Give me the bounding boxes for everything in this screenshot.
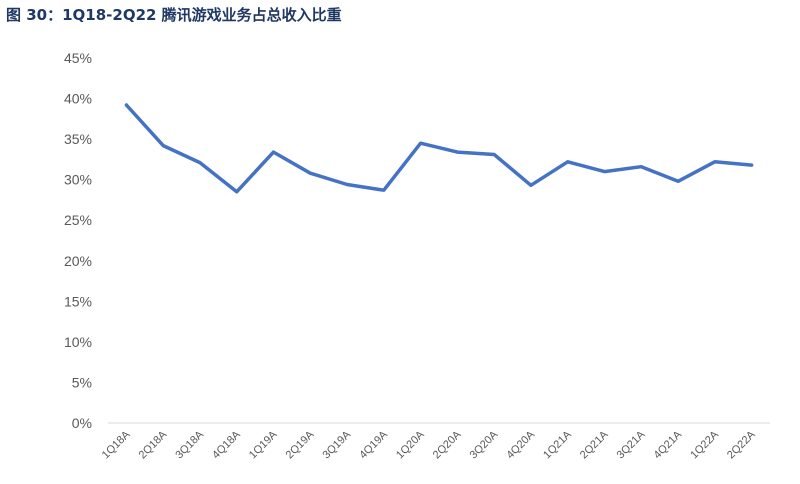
chart-title: 图 30：1Q18-2Q22 腾讯游戏业务占总收入比重 xyxy=(6,6,342,24)
y-tick-label: 45% xyxy=(64,50,92,66)
x-tick-label: 2Q20A xyxy=(431,428,464,461)
x-tick-label: 2Q21A xyxy=(578,428,611,461)
x-tick-label: 2Q19A xyxy=(284,428,317,461)
x-tick-label: 4Q21A xyxy=(651,428,684,461)
y-tick-label: 25% xyxy=(64,212,92,228)
x-tick-label: 2Q18A xyxy=(137,428,170,461)
x-tick-label: 3Q18A xyxy=(173,428,206,461)
x-tick-label: 1Q20A xyxy=(394,428,427,461)
x-axis-ticks: 1Q18A 2Q18A 3Q18A 4Q18A 1Q19A 2Q19A 3Q19A 4Q19A… xyxy=(100,428,758,461)
y-axis-ticks: 0% 5% 10% 15% 20% 25% 30% 35% 40% 45% xyxy=(64,50,92,431)
y-tick-label: 20% xyxy=(64,253,92,269)
x-tick-label: 1Q18A xyxy=(100,428,133,461)
y-tick-label: 0% xyxy=(72,415,92,431)
y-tick-label: 40% xyxy=(64,91,92,107)
y-tick-label: 10% xyxy=(64,334,92,350)
y-tick-label: 15% xyxy=(64,293,92,309)
x-tick-label: 1Q19A xyxy=(247,428,280,461)
x-tick-label: 4Q19A xyxy=(357,428,390,461)
x-tick-label: 3Q19A xyxy=(320,428,353,461)
x-tick-label: 1Q22A xyxy=(688,428,721,461)
y-tick-label: 5% xyxy=(72,374,92,390)
y-tick-label: 35% xyxy=(64,131,92,147)
x-tick-label: 4Q18A xyxy=(210,428,243,461)
x-tick-label: 3Q21A xyxy=(615,428,648,461)
x-tick-label: 3Q20A xyxy=(468,428,501,461)
x-tick-label: 4Q20A xyxy=(504,428,537,461)
series-line xyxy=(124,103,754,194)
x-tick-label: 1Q21A xyxy=(541,428,574,461)
x-tick-label: 2Q22A xyxy=(725,428,758,461)
y-tick-label: 30% xyxy=(64,172,92,188)
